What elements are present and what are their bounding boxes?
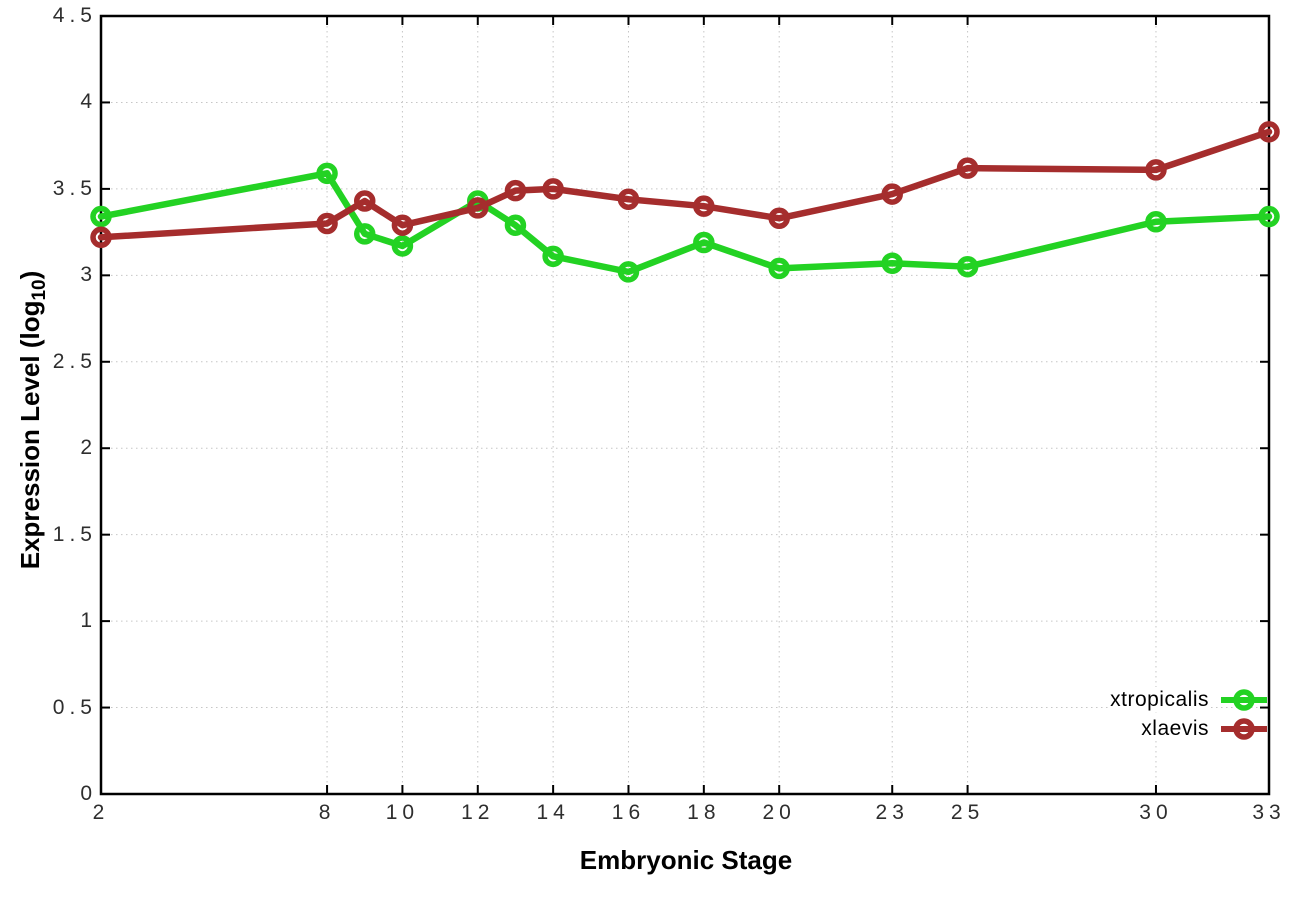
data-point-xlaevis xyxy=(467,197,489,219)
data-point-xtropicalis xyxy=(353,223,376,245)
y-tick-label: 0 xyxy=(80,782,97,805)
legend-sample-line-icon xyxy=(1221,688,1267,711)
data-point-xtropicalis xyxy=(1258,205,1280,228)
x-tick-label: 8 xyxy=(318,801,336,824)
data-point-xlaevis xyxy=(90,226,112,249)
y-tick-label: 2 xyxy=(80,436,97,460)
data-point-xtropicalis xyxy=(881,252,903,274)
data-point-xlaevis xyxy=(316,212,338,235)
data-point-xtropicalis xyxy=(316,162,338,185)
legend: xtropicalis xlaevis xyxy=(1108,685,1269,743)
data-point-xlaevis xyxy=(617,188,640,211)
x-tick-label: 14 xyxy=(536,801,570,824)
plot-border xyxy=(99,14,1271,796)
series-line-xtropicalis xyxy=(97,170,1273,276)
data-point-xlaevis xyxy=(1258,121,1280,143)
data-point-xtropicalis xyxy=(693,231,715,254)
y-tick-label: 4 xyxy=(80,90,97,114)
legend-row-xlaevis: xlaevis xyxy=(1139,714,1269,743)
data-point-xtropicalis xyxy=(956,255,979,278)
x-tick-label: 30 xyxy=(1139,801,1173,824)
legend-label-xlaevis: xlaevis xyxy=(1139,716,1211,741)
data-point-xtropicalis xyxy=(90,205,112,228)
y-tick-label: 0.5 xyxy=(52,695,97,719)
data-point-xtropicalis xyxy=(617,261,640,283)
data-point-xlaevis xyxy=(1145,159,1167,181)
y-tick-label: 3.5 xyxy=(52,176,97,200)
data-point-xlaevis xyxy=(881,183,903,205)
legend-label-xtropicalis: xtropicalis xyxy=(1108,687,1211,712)
y-tick-label: 1.5 xyxy=(52,522,97,546)
data-point-xlaevis xyxy=(504,179,527,202)
x-tick-label: 16 xyxy=(611,801,646,824)
x-axis-title: Embryonic Stage xyxy=(579,845,793,875)
data-point-xlaevis xyxy=(542,178,564,200)
data-point-xtropicalis xyxy=(504,214,527,236)
x-tick-label: 20 xyxy=(762,801,796,824)
data-point-xlaevis xyxy=(956,157,979,179)
y-tick-label: 4.5 xyxy=(52,4,97,27)
legend-sample-line-icon xyxy=(1221,717,1267,740)
data-point-xtropicalis xyxy=(391,235,414,257)
data-point-xlaevis xyxy=(391,214,414,236)
data-point-xlaevis xyxy=(353,190,376,212)
y-tick-label: 2.5 xyxy=(52,349,97,373)
data-point-xlaevis xyxy=(693,195,715,217)
x-tick-label: 12 xyxy=(461,801,495,824)
y-axis-title-text: Expression Level (log xyxy=(15,300,45,570)
data-point-xtropicalis xyxy=(768,257,790,280)
legend-row-xtropicalis: xtropicalis xyxy=(1108,685,1269,714)
y-axis-title: Expression Level (log10) xyxy=(15,271,51,570)
y-axis-title-close: ) xyxy=(15,270,45,280)
x-tick-label: 18 xyxy=(687,801,721,824)
data-point-xlaevis xyxy=(768,207,790,230)
y-axis-title-subscript: 10 xyxy=(29,279,50,301)
x-tick-label: 33 xyxy=(1252,801,1286,824)
data-point-xtropicalis xyxy=(542,245,564,268)
x-tick-label: 10 xyxy=(385,801,420,824)
y-tick-label: 3 xyxy=(80,263,97,287)
x-tick-label: 25 xyxy=(950,801,985,824)
y-tick-label: 1 xyxy=(80,609,97,633)
x-tick-label: 23 xyxy=(875,801,909,824)
x-tick-label: 2 xyxy=(92,801,110,824)
data-point-xtropicalis xyxy=(1145,210,1167,233)
